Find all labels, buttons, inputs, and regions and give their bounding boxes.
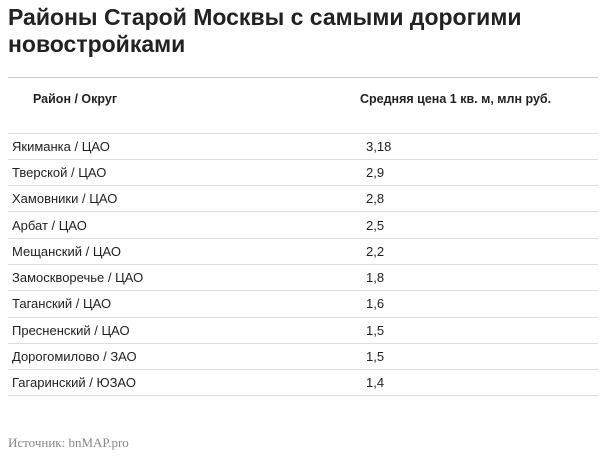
table-row: Тверской / ЦАО 2,9 [8, 159, 598, 187]
table-row: Замоскворечье / ЦАО 1,8 [8, 264, 598, 292]
table-row: Хамовники / ЦАО 2,8 [8, 185, 598, 213]
price-cell: 2,9 [360, 159, 598, 187]
district-cell: Таганский / ЦАО [8, 290, 360, 318]
price-cell: 1,6 [360, 290, 598, 318]
table-row: Таганский / ЦАО 1,6 [8, 290, 598, 318]
price-cell: 2,5 [360, 211, 598, 239]
header-row: Район / Округ Средняя цена 1 кв. м, млн р… [8, 84, 598, 134]
column-header: Средняя цена 1 кв. м, млн руб. [360, 84, 598, 134]
district-cell: Арбат / ЦАО [8, 211, 360, 239]
table-row: Мещанский / ЦАО 2,2 [8, 238, 598, 265]
price-cell: 1,5 [360, 317, 598, 344]
price-cell: 1,5 [360, 343, 598, 371]
price-cell: 3,18 [360, 133, 598, 160]
district-cell: Тверской / ЦАО [8, 159, 360, 187]
district-cell: Гагаринский / ЮЗАО [8, 369, 360, 397]
table-row: Дорогомилово / ЗАО 1,5 [8, 343, 598, 371]
district-cell: Пресненский / ЦАО [8, 317, 360, 344]
table-row: Арбат / ЦАО 2,5 [8, 211, 598, 239]
price-cell: 2,2 [360, 238, 598, 265]
district-cell: Замоскворечье / ЦАО [8, 264, 360, 292]
table-row: Пресненский / ЦАО 1,5 [8, 317, 598, 344]
column-header: Район / Округ [8, 84, 360, 134]
district-cell: Мещанский / ЦАО [8, 238, 360, 265]
source: Источник: bnMAP.pro [8, 435, 129, 450]
table-row: Гагаринский / ЮЗАО 1,4 [8, 369, 598, 397]
price-cell: 2,8 [360, 185, 598, 213]
table-body: Якиманка / ЦАО 3,18 Тверской / ЦАО 2,9 Хамов… [8, 133, 598, 397]
table-row: Якиманка / ЦАО 3,18 [8, 133, 598, 160]
price-cell: 1,8 [360, 264, 598, 292]
district-cell: Якиманка / ЦАО [8, 133, 360, 160]
title: Районы Старой Москвы с самыми дорогими н… [8, 4, 522, 57]
separator [8, 77, 598, 78]
district-cell: Хамовники / ЦАО [8, 185, 360, 213]
price-table: Район / Округ Средняя цена 1 кв. м, млн р… [8, 84, 598, 397]
price-cell: 1,4 [360, 369, 598, 397]
district-cell: Дорогомилово / ЗАО [8, 343, 360, 371]
